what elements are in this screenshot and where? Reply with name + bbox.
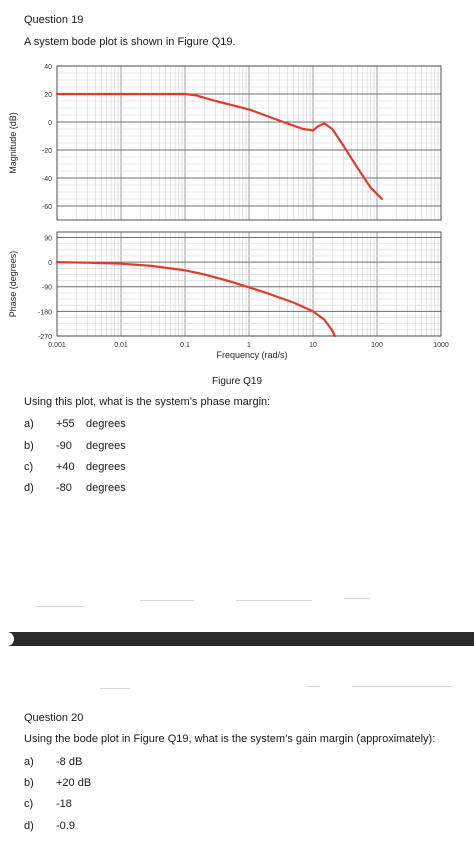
option-value: +40 xyxy=(56,461,75,473)
xtick-label: 100 xyxy=(371,342,383,349)
phase-ylabel: Phase (degrees) xyxy=(8,251,18,318)
magnitude-ytick-label: -20 xyxy=(42,148,52,155)
q19-option-4[interactable]: d) -80 degrees xyxy=(24,482,224,496)
page-divider xyxy=(0,632,474,646)
q19-option-3[interactable]: c) +40 degrees xyxy=(24,461,224,475)
q20-option-4[interactable]: d) -0.9 xyxy=(24,820,224,834)
question-19-prompt: A system bode plot is shown in Figure Q1… xyxy=(24,36,236,48)
phase-ytick-label: -180 xyxy=(38,309,52,316)
option-letter: d) xyxy=(24,482,34,494)
question-19-title: Question 19 xyxy=(24,14,84,26)
phase-ytick-label: -90 xyxy=(42,285,52,292)
option-letter: a) xyxy=(24,418,34,430)
option-value: +20 dB xyxy=(56,777,92,789)
option-letter: d) xyxy=(24,820,34,832)
phase-ytick-label: 90 xyxy=(44,235,52,242)
bode-plot-figure: 40 20 0 -20 -40 -60 Magnitude (dB) 90 0 -90 -180 -2… xyxy=(8,64,449,360)
magnitude-ytick-label: 20 xyxy=(44,92,52,99)
q20-option-3[interactable]: c) -18 xyxy=(24,798,224,812)
option-value: -8 dB xyxy=(56,756,83,768)
xtick-label: 0.01 xyxy=(114,342,128,349)
plot-grid xyxy=(56,65,441,337)
option-unit: degrees xyxy=(86,461,126,473)
figure-caption: Figure Q19 xyxy=(211,376,263,387)
phase-curve xyxy=(55,261,336,338)
xtick-label: 1 xyxy=(247,342,251,349)
option-letter: b) xyxy=(24,777,34,789)
option-unit: degrees xyxy=(86,418,126,430)
xtick-label: 0.001 xyxy=(48,342,66,349)
magnitude-ylabel: Magnitude (dB) xyxy=(8,112,18,174)
option-letter: c) xyxy=(24,798,34,810)
xtick-label: 1000 xyxy=(433,342,449,349)
magnitude-ytick-label: 0 xyxy=(48,120,52,127)
question-20-text: Using the bode plot in Figure Q19, what … xyxy=(24,733,436,745)
plot-frames xyxy=(56,65,442,337)
q19-option-2[interactable]: b) -90 degrees xyxy=(24,440,224,454)
plot-curves xyxy=(55,92,384,338)
option-unit: degrees xyxy=(86,482,126,494)
option-letter: c) xyxy=(24,461,34,473)
phase-plot-frame xyxy=(56,231,442,337)
q20-option-2[interactable]: b) +20 dB xyxy=(24,777,224,791)
plot-labels: 40 20 0 -20 -40 -60 Magnitude (dB) 90 0 -90 -180 -2… xyxy=(8,64,449,360)
magnitude-ytick-label: -40 xyxy=(42,176,52,183)
xtick-label: 10 xyxy=(309,342,317,349)
xlabel: Frequency (rad/s) xyxy=(216,350,287,360)
option-letter: a) xyxy=(24,756,34,768)
option-value: -80 xyxy=(56,482,72,494)
magnitude-ytick-label: 40 xyxy=(44,64,52,71)
option-value: -90 xyxy=(56,440,72,452)
phase-ytick-label: -270 xyxy=(38,334,52,341)
phase-ytick-label: 0 xyxy=(48,260,52,267)
magnitude-curve xyxy=(55,92,384,201)
xtick-label: 0.1 xyxy=(180,342,190,349)
option-value: -0.9 xyxy=(56,820,75,832)
option-letter: b) xyxy=(24,440,34,452)
question-19-text: Using this plot, what is the system’s ph… xyxy=(24,396,271,408)
question-20-title: Question 20 xyxy=(24,712,84,724)
magnitude-ytick-label: -60 xyxy=(42,204,52,211)
option-value: -18 xyxy=(56,798,72,810)
option-unit: degrees xyxy=(86,440,126,452)
magnitude-plot-frame xyxy=(56,65,442,221)
option-value: +55 xyxy=(56,418,75,430)
q20-option-1[interactable]: a) -8 dB xyxy=(24,756,224,770)
q19-option-1[interactable]: a) +55 degrees xyxy=(24,418,224,432)
